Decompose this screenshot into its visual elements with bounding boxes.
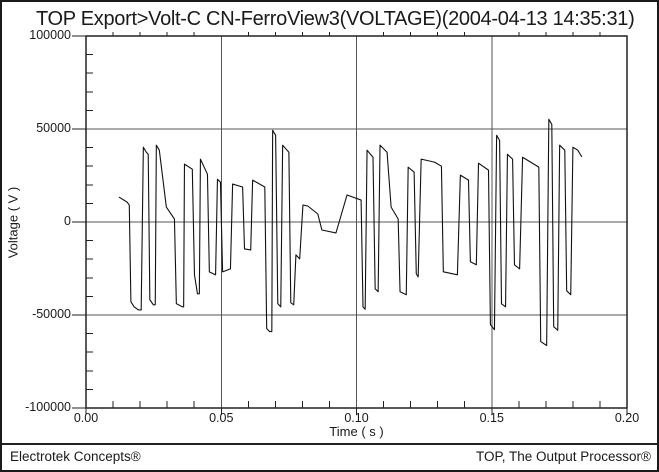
x-tick-label: 0.15 <box>479 411 504 425</box>
x-tick-label: 0.20 <box>614 411 640 425</box>
y-tick-label: 100000 <box>29 28 71 42</box>
voltage-waveform <box>118 118 583 347</box>
plot-frame <box>85 35 628 409</box>
y-tick-label: -50000 <box>32 307 71 321</box>
footer-brand-right: TOP, The Output Processor® <box>475 449 651 464</box>
x-tick-label: 0.10 <box>344 411 369 425</box>
footer-divider <box>2 443 657 445</box>
x-tick-label: 0.00 <box>73 411 99 425</box>
x-axis-title: Time ( s ) <box>329 424 384 439</box>
chart-title: TOP Export>Volt-C CN-FerroView3(VOLTAGE)… <box>36 8 635 30</box>
x-tick-label: 0.05 <box>209 411 234 425</box>
y-tick-label: 0 <box>64 214 71 228</box>
y-tick-label: 50000 <box>36 121 71 135</box>
footer-brand-left: Electrotek Concepts® <box>10 449 141 464</box>
y-tick-label: -100000 <box>25 400 71 414</box>
y-axis-title: Voltage ( V ) <box>5 186 21 259</box>
